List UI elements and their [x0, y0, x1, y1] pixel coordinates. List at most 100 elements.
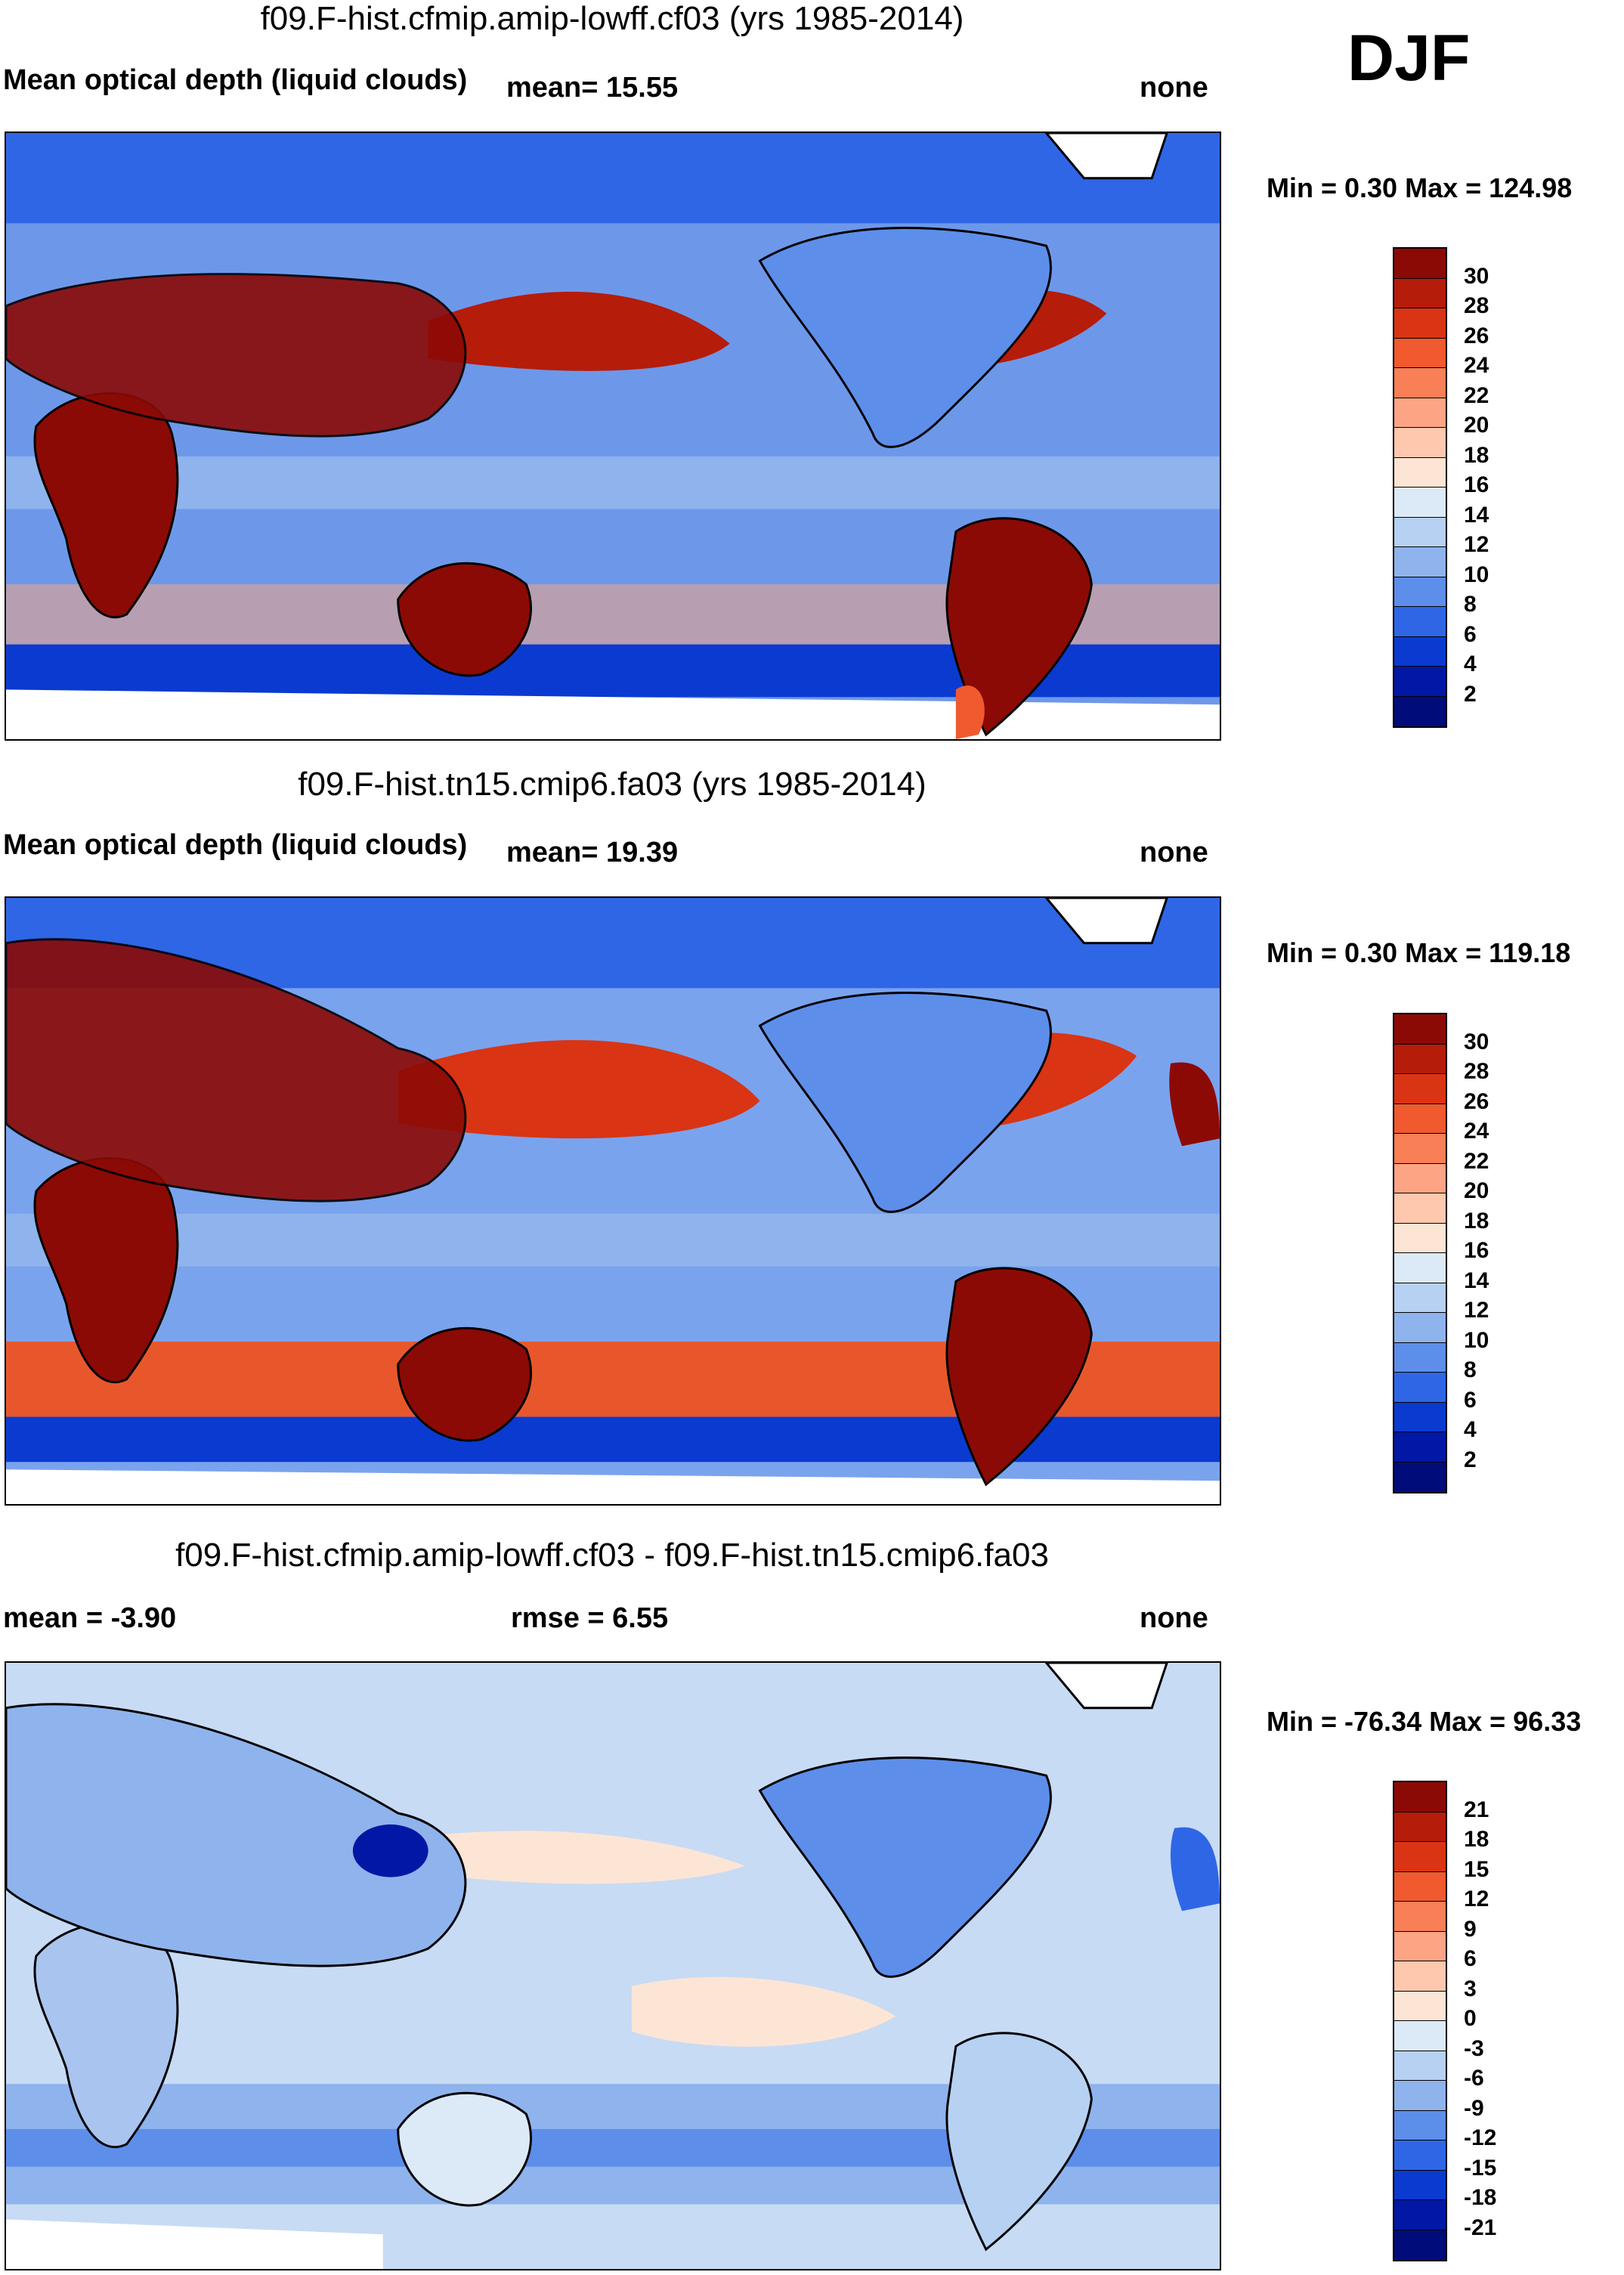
- colorbar-segment: [1394, 457, 1446, 488]
- map-negative-china: [352, 1824, 428, 1877]
- colorbar-segment: [1394, 338, 1446, 368]
- colorbar-segment: [1394, 1014, 1446, 1045]
- colorbar-label: 24: [1464, 1119, 1489, 1144]
- colorbar-label: 28: [1464, 293, 1489, 318]
- colorbar-segment: [1394, 1782, 1446, 1812]
- colorbar-segment: [1394, 249, 1446, 279]
- colorbar-label: -21: [1464, 2215, 1497, 2240]
- colorbar-segment: [1394, 1193, 1446, 1224]
- minmax-label: Min = 0.30 Max = 124.98: [1267, 172, 1573, 203]
- colorbar-segment: [1394, 2021, 1446, 2051]
- map-south-america: [945, 2032, 1093, 2252]
- map-australia: [397, 1326, 532, 1442]
- map-ice: [6, 689, 1220, 739]
- colorbar-label: 30: [1464, 1029, 1489, 1054]
- colorbar-segment: [1394, 428, 1446, 458]
- panel-center-label: mean= 15.55: [506, 72, 679, 104]
- panel-right-label: none: [1140, 1602, 1208, 1634]
- colorbar-segment: [1394, 1134, 1446, 1164]
- colorbar-segment: [1394, 2230, 1446, 2260]
- colorbar-segment: [1394, 1313, 1446, 1343]
- map-ice: [6, 2219, 383, 2269]
- colorbar-label: 12: [1464, 532, 1489, 557]
- colorbar-segment: [1394, 1163, 1446, 1193]
- colorbar-segment: [1394, 1283, 1446, 1313]
- colorbar-segment: [1394, 1103, 1446, 1134]
- colorbar-label: 18: [1464, 1827, 1489, 1852]
- colorbar-label: -9: [1464, 2095, 1484, 2121]
- colorbar-label: 26: [1464, 1088, 1489, 1114]
- colorbar-segment: [1394, 1223, 1446, 1253]
- colorbar-label: 6: [1464, 621, 1477, 647]
- colorbar-label: 6: [1464, 1387, 1477, 1413]
- colorbar: [1393, 1013, 1447, 1493]
- colorbar-label: 2: [1464, 681, 1477, 707]
- map-plot: [5, 896, 1221, 1506]
- panel-left-label: Mean optical depth (liquid clouds): [3, 64, 468, 96]
- colorbar-label: 4: [1464, 1417, 1477, 1442]
- map-ice: [6, 1469, 1220, 1504]
- colorbar-label: -18: [1464, 2185, 1497, 2210]
- map-greenland: [1044, 898, 1168, 945]
- colorbar-segment: [1394, 547, 1446, 577]
- colorbar-label: 16: [1464, 472, 1489, 497]
- colorbar-segment: [1394, 1044, 1446, 1074]
- panel-right-label: none: [1140, 72, 1208, 104]
- panel-title: f09.F-hist.cfmip.amip-lowff.cf03 (yrs 19…: [260, 0, 964, 37]
- map-positive-pacific: [428, 1831, 745, 1884]
- colorbar-label: 14: [1464, 502, 1489, 528]
- colorbar-label: 30: [1464, 263, 1489, 289]
- colorbar-label: 18: [1464, 442, 1489, 468]
- colorbar-segment: [1394, 1842, 1446, 1872]
- map-eurasia: [6, 938, 467, 1202]
- colorbar-label: -12: [1464, 2125, 1497, 2150]
- colorbar-label: 18: [1464, 1208, 1489, 1233]
- map-svg: [6, 898, 1220, 1504]
- colorbar-segment: [1394, 2051, 1446, 2081]
- colorbar-segment: [1394, 1342, 1446, 1373]
- colorbar-segment: [1394, 1902, 1446, 1932]
- colorbar-segment: [1394, 1074, 1446, 1104]
- map-australia: [397, 562, 532, 677]
- colorbar-label: -6: [1464, 2066, 1484, 2091]
- map-positive-tropical: [631, 1976, 896, 2047]
- map-north-america: [758, 992, 1052, 1213]
- colorbar-segment: [1394, 667, 1446, 697]
- colorbar-segment: [1394, 1991, 1446, 2021]
- map-storm-track-pacific: [428, 291, 730, 371]
- colorbar-label: 6: [1464, 1946, 1477, 1971]
- colorbar-segment: [1394, 1462, 1446, 1492]
- panel-left-label: Mean optical depth (liquid clouds): [3, 829, 468, 861]
- colorbar-segment: [1394, 2110, 1446, 2140]
- colorbar-label: 20: [1464, 1178, 1489, 1203]
- colorbar-segment: [1394, 577, 1446, 607]
- colorbar-segment: [1394, 636, 1446, 667]
- colorbar-label: 22: [1464, 1148, 1489, 1174]
- colorbar-segment: [1394, 2140, 1446, 2171]
- colorbar-label: 22: [1464, 382, 1489, 408]
- panel-right-label: none: [1140, 837, 1208, 868]
- colorbar-label: 12: [1464, 1298, 1489, 1323]
- colorbar-segment: [1394, 696, 1446, 726]
- colorbar-label: 2: [1464, 1447, 1477, 1472]
- map-equatorial-band: [6, 456, 1220, 509]
- colorbar-segment: [1394, 308, 1446, 339]
- colorbar-segment: [1394, 1871, 1446, 1902]
- colorbar-label: 28: [1464, 1059, 1489, 1084]
- colorbar-label: 8: [1464, 592, 1477, 617]
- colorbar-label: -15: [1464, 2155, 1497, 2181]
- map-north-america: [758, 227, 1052, 448]
- panel-center-label: mean= 19.39: [506, 837, 679, 868]
- colorbar-segment: [1394, 517, 1446, 547]
- map-svg: [6, 133, 1220, 739]
- season-label: DJF: [1347, 22, 1471, 94]
- map-arctic-band: [6, 133, 1220, 224]
- map-plot: [5, 1661, 1221, 2270]
- colorbar-segment: [1394, 2200, 1446, 2230]
- colorbar-segment: [1394, 1931, 1446, 1961]
- map-sahara-edge: [1169, 1062, 1220, 1147]
- colorbar-segment: [1394, 2081, 1446, 2111]
- colorbar-segment: [1394, 607, 1446, 637]
- colorbar-label: 15: [1464, 1856, 1489, 1882]
- map-svg: [6, 1663, 1220, 2269]
